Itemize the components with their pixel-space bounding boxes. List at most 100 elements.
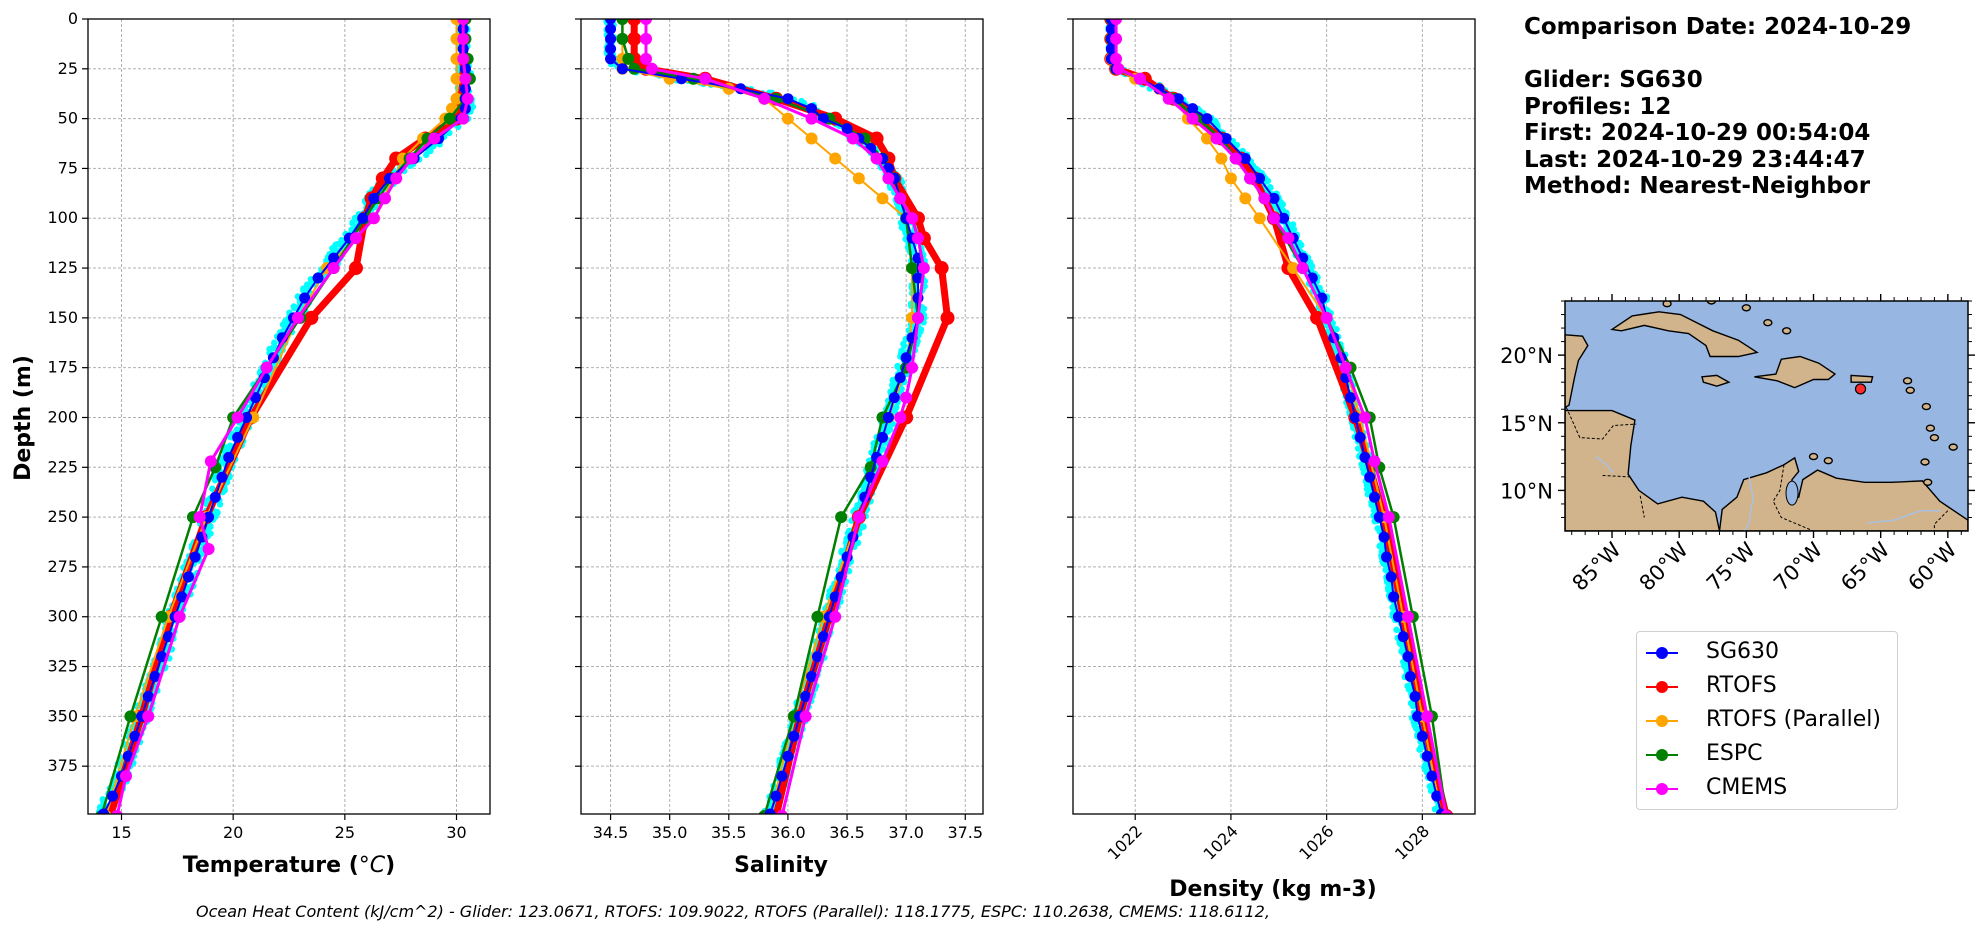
series-point xyxy=(129,730,141,742)
x-tick-label: 35.0 xyxy=(652,823,688,842)
location-map: 85°W 80°W 75°W 70°W 65°W 60°W 20°N 15°N 10°N xyxy=(1500,294,1975,596)
series-point xyxy=(1134,72,1146,85)
x-tick-label: 36.5 xyxy=(829,823,865,842)
series-point xyxy=(870,152,883,165)
legend-label: CMEMS xyxy=(1706,775,1788,800)
salinity-panel: 34.5 35.0 35.5 36.0 36.5 37.0 37.5 xyxy=(575,18,984,842)
series-point xyxy=(900,391,913,404)
series-point xyxy=(1359,451,1371,463)
series-point xyxy=(781,112,794,125)
series-point xyxy=(1224,172,1237,185)
series-point xyxy=(1253,212,1266,225)
series-point xyxy=(173,610,186,623)
series-point xyxy=(1110,52,1123,65)
glider-scatter-point xyxy=(291,304,298,312)
series-point xyxy=(1296,262,1309,275)
first-time: First: 2024-10-29 00:54:04 xyxy=(1524,120,1871,146)
series-point xyxy=(1373,511,1385,523)
series-point xyxy=(900,352,912,364)
series-point xyxy=(876,455,889,468)
method: Method: Nearest-Neighbor xyxy=(1524,173,1871,199)
y-tick-label: 375 xyxy=(47,756,78,775)
legend-label: RTOFS (Parallel) xyxy=(1706,707,1881,732)
series-point xyxy=(450,72,463,85)
series-point xyxy=(291,311,304,324)
series-point xyxy=(894,192,907,205)
series-point xyxy=(1388,591,1400,603)
series-point xyxy=(1402,651,1414,663)
series-point xyxy=(390,172,403,185)
series-point xyxy=(443,112,456,125)
series-point xyxy=(1368,455,1381,468)
series-point xyxy=(189,551,201,563)
series-point xyxy=(299,292,311,304)
x-tick-label: 37.0 xyxy=(888,823,924,842)
series-cmems xyxy=(111,19,474,814)
series-point xyxy=(940,310,955,325)
lake-maracaibo xyxy=(1785,480,1799,506)
series-point xyxy=(1402,610,1414,623)
series-point xyxy=(917,262,930,275)
rivers xyxy=(1595,456,1942,531)
river xyxy=(1595,456,1614,474)
y-tick-label: 175 xyxy=(47,358,78,377)
jamaica xyxy=(1701,374,1731,387)
series-point xyxy=(806,103,818,115)
legend-item-rtofs: RTOFS xyxy=(1637,672,1897,699)
temperature-axis-label: Temperature (°C) xyxy=(183,853,395,878)
series-point xyxy=(202,543,215,555)
series-point xyxy=(1287,262,1300,275)
series-point xyxy=(250,392,261,404)
series-point xyxy=(640,52,653,65)
series-point xyxy=(605,43,617,55)
island xyxy=(1902,377,1913,385)
series-point xyxy=(876,192,889,205)
ocean-heat-content-caption: Ocean Heat Content (kJ/cm^2) - Glider: 1… xyxy=(196,902,1270,921)
glider-scatter-point xyxy=(838,547,845,555)
series-point xyxy=(1404,671,1416,683)
island xyxy=(1948,443,1958,451)
border xyxy=(1933,510,1949,531)
series-point xyxy=(1258,192,1271,205)
series-point xyxy=(869,131,884,146)
series-point xyxy=(934,261,949,276)
glider-scatter-point xyxy=(1289,221,1297,228)
series-line xyxy=(1114,19,1448,814)
series-point xyxy=(350,232,362,245)
info-block: Comparison Date: 2024-10-29 Glider: SG63… xyxy=(1524,14,1911,200)
series-point xyxy=(209,491,221,503)
glider-scatter-point xyxy=(1290,226,1298,233)
series-point xyxy=(1201,132,1213,145)
grid xyxy=(88,18,490,814)
island xyxy=(1929,433,1940,442)
map-lon-label: 65°W xyxy=(1836,537,1894,595)
legend-label: RTOFS xyxy=(1706,673,1777,698)
series-point xyxy=(645,62,658,75)
series-point xyxy=(1378,531,1390,543)
x-tick-label: 1022 xyxy=(1104,821,1146,863)
series-point xyxy=(1210,132,1223,145)
legend-item-sg630: SG630 xyxy=(1637,638,1897,665)
series-point xyxy=(193,511,206,524)
series-point xyxy=(894,372,906,384)
series-point xyxy=(1239,192,1252,205)
series-point xyxy=(841,123,853,135)
x-tick-label: 37.5 xyxy=(947,823,983,842)
series-point xyxy=(450,92,463,105)
series-point xyxy=(1172,93,1184,105)
map-lon-label: 80°W xyxy=(1635,537,1693,595)
legend-item-cmems: CMEMS xyxy=(1637,774,1897,801)
series-point xyxy=(203,511,215,523)
puerto-rico xyxy=(1850,374,1874,383)
series-point xyxy=(764,808,776,814)
series-point xyxy=(216,471,228,483)
series-point xyxy=(1412,710,1424,722)
series-point xyxy=(1310,310,1325,325)
last-time: Last: 2024-10-29 23:44:47 xyxy=(1524,146,1866,173)
series-point xyxy=(260,361,273,374)
series-point xyxy=(1215,152,1228,165)
series-point xyxy=(457,112,470,125)
series-point xyxy=(605,23,617,35)
legend: SG630 RTOFS RTOFS (Parallel) ESPC CMEMS xyxy=(1636,631,1898,810)
x-tick-label: 20 xyxy=(223,823,243,842)
